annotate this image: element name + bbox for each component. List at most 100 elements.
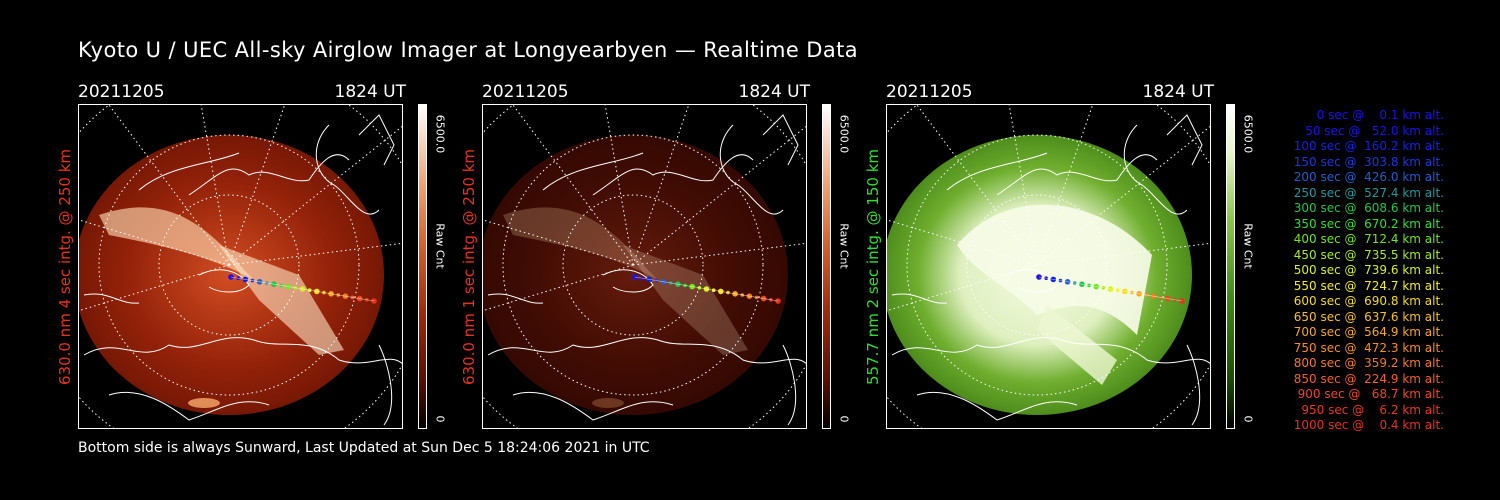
legend-entry: 750 sec @ 472.3 km alt. <box>1289 340 1444 355</box>
coastline <box>378 344 393 426</box>
coastline <box>138 152 240 191</box>
latitude-grid-circle <box>158 194 300 336</box>
latitude-grid-circle <box>98 134 360 396</box>
allsky-image <box>78 104 403 429</box>
page-title: Kyoto U / UEC All-sky Airglow Imager at … <box>78 38 859 62</box>
coastline <box>762 114 799 166</box>
legend-entry: 550 sec @ 724.7 km alt. <box>1289 278 1444 293</box>
legend-entry: 100 sec @ 160.2 km alt. <box>1289 139 1444 153</box>
colorbar <box>822 104 831 429</box>
aurora-arc <box>219 245 344 355</box>
coastline <box>487 337 806 365</box>
coastline <box>719 124 784 215</box>
coastline <box>108 391 270 421</box>
legend-entry: 50 sec @ 52.0 km alt. <box>1297 123 1444 138</box>
coastline <box>358 114 395 166</box>
colorbar-min: 0 <box>837 415 851 423</box>
longitude-grid-line <box>108 105 230 266</box>
panel-date: 20211205 <box>482 82 569 102</box>
airglow-panel-557nm-2s: 20211205 1824 UT 557.7 nm 2 sec intg. @ … <box>864 80 1266 430</box>
colorbar-max: 6500.0 <box>1241 114 1255 154</box>
aurora-arc <box>1037 305 1117 385</box>
aurora-arc <box>503 207 658 280</box>
colorbar-unit: Raw Cnt <box>837 223 851 269</box>
legend-entry: 800 sec @ 359.2 km alt. <box>1289 356 1444 370</box>
latitude-grid-circle <box>562 194 704 336</box>
longitude-grid-line <box>887 219 1038 266</box>
colorbar-unit: Raw Cnt <box>1241 223 1255 269</box>
satellite-track-line <box>634 276 779 302</box>
legend-entry: 700 sec @ 564.9 km alt. <box>1289 325 1444 339</box>
legend-entry: 250 sec @ 527.4 km alt. <box>1289 185 1444 200</box>
coastline <box>592 154 754 196</box>
coastline <box>487 293 544 304</box>
latitude-grid-circle <box>502 134 764 396</box>
legend-entry: 0 sec @ 0.1 km alt. <box>1305 108 1444 122</box>
coastline <box>1166 114 1203 166</box>
longitude-grid-line <box>483 219 634 266</box>
coastline <box>1186 344 1201 426</box>
legend-entry: 650 sec @ 637.6 km alt. <box>1289 309 1444 324</box>
legend-entry: 500 sec @ 739.6 km alt. <box>1289 263 1444 277</box>
coastline <box>891 293 948 304</box>
footer-note: Bottom side is always Sunward, Last Upda… <box>78 440 650 456</box>
colorbar <box>418 104 427 429</box>
coastline <box>1123 124 1188 215</box>
coastline <box>996 154 1158 196</box>
coastline <box>946 152 1048 191</box>
panel-time: 1824 UT <box>738 82 811 102</box>
longitude-grid-line <box>916 105 1038 266</box>
coastline <box>198 269 250 293</box>
aurora-arc <box>623 245 748 355</box>
coastline <box>542 152 644 191</box>
colorbar <box>1226 104 1235 429</box>
legend-entry: 850 sec @ 224.9 km alt. <box>1289 371 1444 386</box>
legend-entry: 1000 sec @ 0.4 km alt. <box>1293 418 1444 432</box>
colorbar-unit: Raw Cnt <box>433 223 447 269</box>
coastline <box>188 154 350 196</box>
legend-entry: 400 sec @ 712.4 km alt. <box>1289 232 1444 246</box>
legend-entry: 150 sec @ 303.8 km alt. <box>1289 154 1444 169</box>
longitude-grid-line <box>632 105 690 266</box>
aurora-arc <box>957 204 1152 335</box>
coastline <box>83 293 140 304</box>
latitude-grid-circle <box>906 134 1168 396</box>
coastline <box>315 124 380 215</box>
legend-entry: 950 sec @ 6.2 km alt. <box>1297 402 1444 417</box>
airglow-panel-630nm-1s: 20211205 1824 UT 630.0 nm 1 sec intg. @ … <box>460 80 862 430</box>
legend-entry: 200 sec @ 426.0 km alt. <box>1289 170 1444 184</box>
allsky-image <box>886 104 1211 429</box>
panel-side-label: 630.0 nm 1 sec intg. @ 250 km <box>460 148 478 385</box>
satellite-track-line <box>1038 276 1183 302</box>
longitude-grid-line <box>79 219 230 266</box>
coastline <box>891 337 1210 365</box>
panel-side-label: 557.7 nm 2 sec intg. @ 150 km <box>864 148 882 385</box>
satellite-track-line <box>230 276 375 302</box>
colorbar-min: 0 <box>1241 415 1255 423</box>
longitude-grid-line <box>1036 105 1094 266</box>
coastline <box>83 337 402 365</box>
panel-date: 20211205 <box>78 82 165 102</box>
satellite-track-dot <box>775 298 781 304</box>
legend-entry: 350 sec @ 670.2 km alt. <box>1289 216 1444 231</box>
colorbar-max: 6500.0 <box>433 114 447 154</box>
aurora-patch <box>188 398 220 408</box>
coastline <box>1006 269 1058 293</box>
coastline <box>602 269 654 293</box>
longitude-grid-line <box>228 105 286 266</box>
legend-entry: 600 sec @ 690.8 km alt. <box>1289 294 1444 308</box>
panel-side-label: 630.0 nm 4 sec intg. @ 250 km <box>56 148 74 385</box>
coastline <box>916 391 1078 421</box>
allsky-image <box>482 104 807 429</box>
aurora-arc <box>99 207 254 280</box>
legend-entry: 300 sec @ 608.6 km alt. <box>1289 201 1444 215</box>
colorbar-max: 6500.0 <box>837 114 851 154</box>
aurora-patch <box>592 398 624 408</box>
colorbar-min: 0 <box>433 415 447 423</box>
airglow-panel-630nm-4s: 20211205 1824 UT 630.0 nm 4 sec intg. @ … <box>56 80 458 430</box>
legend-entry: 450 sec @ 735.5 km alt. <box>1289 247 1444 262</box>
latitude-grid-circle <box>966 194 1108 336</box>
longitude-grid-line <box>512 105 634 266</box>
time-altitude-legend: 0 sec @ 0.1 km alt. 50 sec @ 52.0 km alt… <box>1262 108 1444 434</box>
panel-date: 20211205 <box>886 82 973 102</box>
